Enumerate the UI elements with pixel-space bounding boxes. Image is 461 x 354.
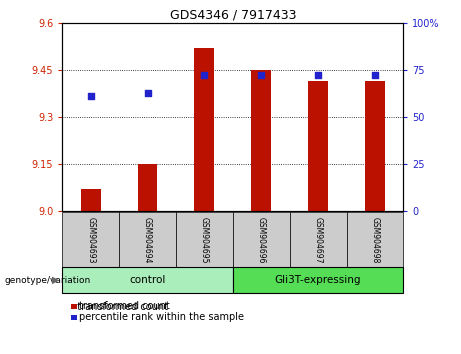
Text: GSM904694: GSM904694 [143,217,152,263]
Text: ▶: ▶ [53,275,60,285]
Point [201,72,208,78]
Text: transformed count: transformed count [71,302,168,312]
Text: percentile rank within the sample: percentile rank within the sample [79,312,244,322]
Bar [251,70,271,211]
Text: GSM904697: GSM904697 [313,217,323,263]
Bar [365,81,385,211]
Point [144,91,151,96]
Point [87,94,95,99]
Text: GSM904693: GSM904693 [86,217,95,263]
Text: transformed count: transformed count [79,301,170,311]
Bar [137,164,158,211]
Point [371,72,378,78]
Text: control: control [130,275,165,285]
Text: GSM904695: GSM904695 [200,217,209,263]
Bar [195,48,214,211]
Text: genotype/variation: genotype/variation [5,275,91,285]
Point [314,72,322,78]
Text: GSM904696: GSM904696 [257,217,266,263]
Bar [81,189,100,211]
Title: GDS4346 / 7917433: GDS4346 / 7917433 [170,9,296,22]
Point [258,72,265,78]
Text: GSM904698: GSM904698 [371,217,379,263]
Text: Gli3T-expressing: Gli3T-expressing [275,275,361,285]
Bar [308,81,328,211]
